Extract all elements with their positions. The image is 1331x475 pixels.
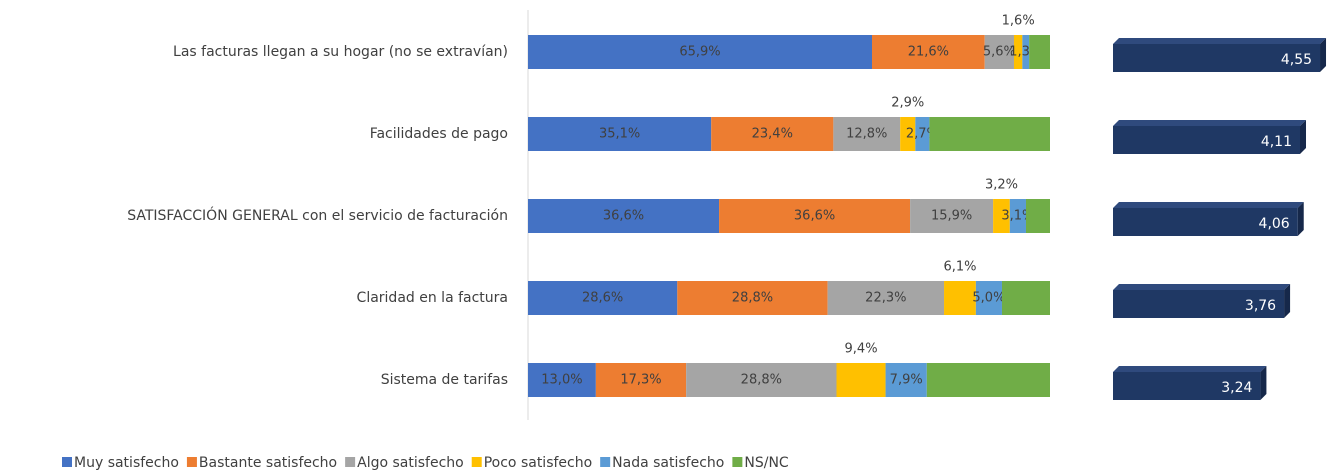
data-label: 28,8% — [741, 373, 782, 388]
bar-segment — [929, 117, 1050, 151]
bar-segment — [871, 35, 985, 69]
data-label: 15,9% — [931, 209, 972, 224]
bar-segment — [595, 363, 687, 397]
bar-segment — [827, 281, 945, 315]
bar-segment — [1025, 199, 1050, 233]
score-label: 4,06 — [1259, 216, 1290, 232]
data-label: 23,4% — [752, 127, 793, 142]
score-bar-face — [1284, 284, 1291, 318]
legend-label: NS/NC — [744, 455, 789, 471]
data-label: 17,3% — [620, 373, 661, 388]
data-label: 5,6% — [983, 45, 1016, 60]
score-bar-face — [1260, 366, 1267, 400]
data-label: 1,6% — [1002, 14, 1035, 29]
score-bar-face — [1300, 120, 1307, 154]
data-label: 22,3% — [865, 291, 906, 306]
bar-segment — [1022, 35, 1030, 69]
score-bar — [1113, 120, 1307, 154]
legend-swatch — [600, 457, 611, 467]
bar-segment — [528, 363, 596, 397]
data-label: 9,4% — [845, 342, 878, 357]
score-bar-face — [1113, 372, 1261, 400]
score-label: 3,76 — [1245, 298, 1276, 314]
legend-swatch — [186, 457, 197, 467]
score-bar — [1113, 202, 1304, 236]
legend-swatch — [62, 457, 72, 467]
bar-segment — [915, 117, 930, 151]
score-bar-face — [1297, 202, 1304, 236]
bar-segment — [900, 117, 916, 151]
bar-segment — [1029, 35, 1050, 69]
score-bar-face — [1113, 120, 1307, 126]
data-label: 21,6% — [908, 45, 949, 60]
score-bar — [1113, 38, 1327, 72]
score-label: 3,24 — [1221, 380, 1252, 396]
data-label: 5,0% — [972, 291, 1005, 306]
bar-segment — [993, 199, 1010, 233]
score-label: 4,55 — [1281, 52, 1312, 68]
data-label: 13,0% — [541, 373, 582, 388]
bar-segment — [528, 281, 678, 315]
bar-segment — [528, 199, 720, 233]
bar-segment — [833, 117, 901, 151]
bar-segment — [984, 35, 1014, 69]
score-bar — [1113, 284, 1291, 318]
category-label: Facilidades de pago — [370, 126, 508, 142]
score-bar-face — [1113, 126, 1301, 154]
bar-segment — [711, 117, 834, 151]
bar-segment — [926, 363, 1050, 397]
legend-label: Bastante satisfecho — [199, 455, 337, 471]
score-bar-face — [1320, 38, 1327, 72]
data-label: 65,9% — [679, 45, 720, 60]
legend-label: Poco satisfecho — [484, 455, 592, 471]
bar-segment — [677, 281, 828, 315]
legend-label: Algo satisfecho — [357, 455, 464, 471]
bar-segment — [528, 117, 712, 151]
bar-segment — [528, 35, 872, 69]
category-label: Las facturas llegan a su hogar (no se ex… — [173, 44, 508, 60]
bar-segment — [910, 199, 994, 233]
legend-swatch — [345, 457, 356, 467]
legend-label: Muy satisfecho — [74, 455, 179, 471]
category-label: Claridad en la factura — [357, 290, 508, 306]
bar-segment — [836, 363, 886, 397]
data-label: 7,9% — [890, 373, 923, 388]
category-label: SATISFACCIÓN GENERAL con el servicio de … — [127, 206, 508, 224]
legend-swatch — [471, 457, 482, 467]
score-bar-face — [1113, 366, 1267, 372]
bar-segment — [944, 281, 976, 315]
data-label: 36,6% — [794, 209, 835, 224]
data-label: 3,2% — [985, 178, 1018, 193]
bar-segment — [719, 199, 911, 233]
bar-segment — [975, 281, 1002, 315]
score-label: 4,11 — [1261, 134, 1292, 150]
score-bar-face — [1113, 284, 1291, 290]
data-label: 2,9% — [891, 96, 924, 111]
data-label: 28,6% — [582, 291, 623, 306]
score-bar — [1113, 366, 1267, 400]
category-label: Sistema de tarifas — [381, 372, 508, 388]
bar-segment — [1009, 199, 1026, 233]
score-bar-face — [1113, 202, 1304, 208]
score-bar-face — [1113, 290, 1285, 318]
bar-segment — [1013, 35, 1023, 69]
score-bar-face — [1113, 44, 1321, 72]
legend-swatch — [732, 457, 743, 467]
data-label: 28,8% — [732, 291, 773, 306]
bar-segment — [885, 363, 927, 397]
data-label: 35,1% — [599, 127, 640, 142]
legend-label: Nada satisfecho — [612, 455, 724, 471]
score-bar-face — [1113, 38, 1327, 44]
data-label: 36,6% — [603, 209, 644, 224]
data-label: 12,8% — [846, 127, 887, 142]
bar-segment — [686, 363, 837, 397]
data-label: 6,1% — [943, 260, 976, 275]
bar-segment — [1001, 281, 1050, 315]
score-bar-face — [1113, 208, 1298, 236]
